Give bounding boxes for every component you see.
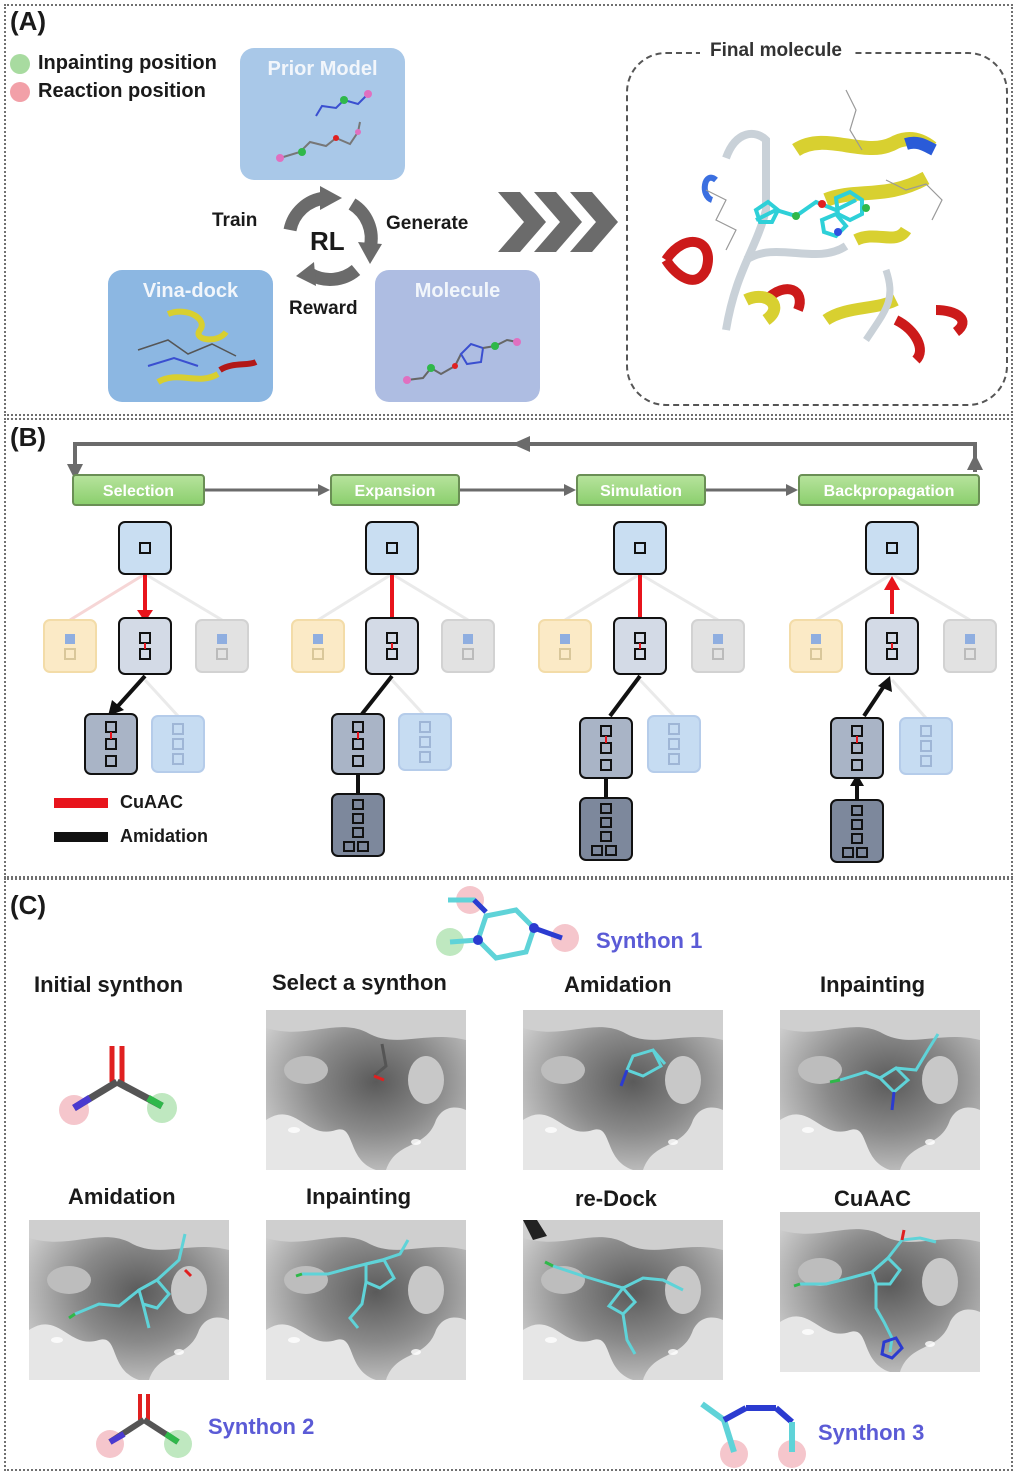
caption-redock: re-Dock bbox=[575, 1186, 657, 1211]
panel-b-label: (B) bbox=[10, 422, 47, 452]
shot-select-synthon bbox=[266, 1010, 466, 1170]
vina-dock-box: Vina-dock bbox=[108, 270, 273, 402]
cuaac-swatch bbox=[54, 798, 108, 808]
synthon2-structure bbox=[96, 1394, 192, 1458]
molecule-title: Molecule bbox=[414, 280, 501, 302]
panel-c bbox=[4, 878, 1013, 1471]
protein-surface-image bbox=[266, 1220, 466, 1380]
protein-surface-image bbox=[523, 1010, 723, 1170]
shot-amidation-1 bbox=[523, 1010, 723, 1170]
synthon3-structure bbox=[700, 1401, 806, 1468]
caption-amidation-1: Amidation bbox=[564, 972, 672, 997]
panel-b bbox=[4, 418, 1013, 878]
tree-backpropagation bbox=[789, 521, 997, 863]
tree-simulation bbox=[538, 521, 745, 861]
panel-a bbox=[4, 4, 1013, 416]
synthon1-structure bbox=[436, 886, 579, 961]
protein-surface-image bbox=[523, 1220, 723, 1380]
legend-inpainting-label: Inpainting position bbox=[38, 52, 217, 74]
shot-inpainting-2 bbox=[266, 1220, 466, 1380]
stage-selection: Selection bbox=[72, 474, 205, 506]
final-molecule-title: Final molecule bbox=[700, 40, 852, 62]
stage-simulation: Simulation bbox=[576, 474, 706, 506]
shot-redock bbox=[523, 1220, 723, 1380]
reaction-dot-icon bbox=[10, 82, 30, 102]
rl-label: RL bbox=[310, 226, 345, 256]
stage-expansion: Expansion bbox=[330, 474, 460, 506]
legend-amidation-label: Amidation bbox=[120, 826, 208, 846]
caption-cuaac: CuAAC bbox=[834, 1186, 911, 1211]
stage-backpropagation: Backpropagation bbox=[798, 474, 980, 506]
train-label: Train bbox=[212, 210, 258, 231]
shot-amidation-2 bbox=[29, 1220, 229, 1380]
panel-a-label: (A) bbox=[10, 6, 47, 36]
caption-initial-synthon: Initial synthon bbox=[34, 972, 184, 997]
vina-dock-title: Vina-dock bbox=[142, 280, 239, 302]
shot-cuaac bbox=[780, 1212, 980, 1372]
reward-label: Reward bbox=[289, 298, 358, 319]
prior-model-title: Prior Model bbox=[267, 58, 378, 80]
vina-dock-protein-sketch bbox=[137, 308, 258, 385]
molecule-sketch bbox=[403, 338, 521, 384]
tree-selection bbox=[43, 521, 249, 775]
caption-inpainting-2: Inpainting bbox=[306, 1184, 412, 1209]
prior-molecule-sketch bbox=[276, 90, 372, 162]
protein-surface-image bbox=[780, 1010, 980, 1170]
synthon2-label: Synthon 2 bbox=[208, 1414, 315, 1439]
synthon3-label: Synthon 3 bbox=[818, 1420, 925, 1445]
protein-surface-image bbox=[266, 1010, 466, 1170]
inpaint-dot-icon bbox=[10, 54, 30, 74]
generate-label: Generate bbox=[386, 213, 469, 234]
legend-reaction-label: Reaction position bbox=[38, 80, 206, 102]
rl-cycle-arrows bbox=[283, 186, 382, 286]
initial-synthon-structure bbox=[59, 1046, 177, 1125]
caption-inpainting-1: Inpainting bbox=[820, 972, 926, 997]
amidation-swatch bbox=[54, 832, 108, 842]
chevron-arrows-icon bbox=[498, 192, 618, 252]
caption-select-synthon: Select a synthon bbox=[272, 970, 447, 995]
mcts-loop-arrows bbox=[67, 436, 983, 496]
protein-surface-image bbox=[29, 1220, 229, 1380]
tree-expansion bbox=[291, 521, 495, 857]
protein-surface-image bbox=[780, 1212, 980, 1372]
shot-inpainting-1 bbox=[780, 1010, 980, 1170]
mcts-trees bbox=[43, 521, 997, 863]
protein-ligand-complex-illustration bbox=[661, 89, 968, 364]
panel-c-label: (C) bbox=[10, 890, 47, 920]
prior-model-box: Prior Model bbox=[240, 48, 405, 180]
final-molecule-text: Final molecule bbox=[710, 40, 842, 61]
legend-cuaac-label: CuAAC bbox=[120, 792, 183, 812]
caption-amidation-2: Amidation bbox=[68, 1184, 176, 1209]
synthon1-label: Synthon 1 bbox=[596, 928, 703, 953]
molecule-box: Molecule bbox=[375, 270, 540, 402]
